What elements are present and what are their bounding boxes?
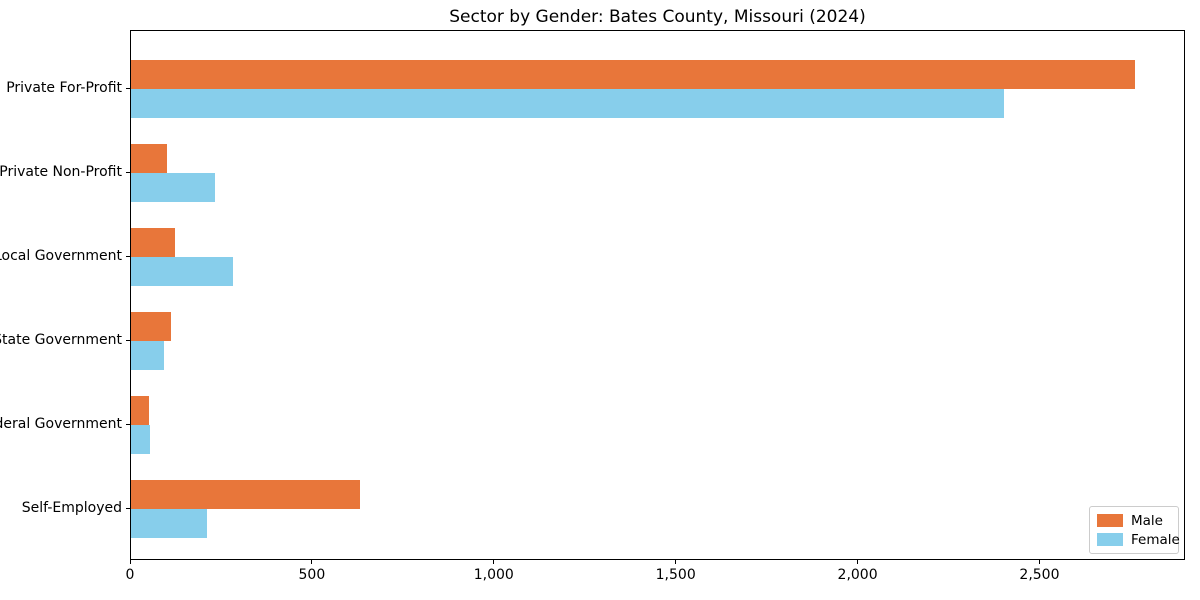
x-tick-label: 1,500 [655, 567, 696, 583]
chart-title: Sector by Gender: Bates County, Missouri… [449, 7, 866, 27]
legend: Male Female [1089, 506, 1180, 554]
y-tick-label: Federal Government [0, 416, 122, 432]
x-tick-mark [675, 560, 677, 564]
x-tick-mark [493, 560, 495, 564]
bar-male [131, 60, 1136, 89]
bar-male [131, 228, 175, 257]
x-tick-label: 0 [125, 567, 135, 583]
x-tick-mark [129, 560, 131, 564]
bar-female [131, 89, 1005, 118]
plot-area [130, 30, 1185, 560]
y-tick-mark [126, 88, 130, 89]
bar-male [131, 480, 361, 509]
bar-female [131, 341, 164, 370]
y-tick-mark [126, 172, 130, 173]
y-tick-mark [126, 508, 130, 509]
bar-female [131, 425, 150, 454]
bar-female [131, 257, 233, 286]
y-tick-mark [126, 256, 130, 257]
y-tick-label: Self-Employed [21, 500, 122, 516]
x-tick-label: 1,000 [473, 567, 514, 583]
y-tick-mark [126, 424, 130, 425]
bar-male [131, 144, 168, 173]
legend-item-male: Male [1097, 514, 1171, 528]
bar-female [131, 173, 215, 202]
x-tick-label: 2,000 [837, 567, 878, 583]
y-tick-label: Private For-Profit [6, 80, 122, 96]
x-tick-label: 2,500 [1019, 567, 1060, 583]
bar-male [131, 312, 172, 341]
y-tick-label: Local Government [0, 248, 122, 264]
x-tick-label: 500 [298, 567, 326, 583]
legend-swatch-female [1097, 533, 1123, 546]
y-tick-mark [126, 340, 130, 341]
bar-female [131, 509, 208, 538]
bar-male [131, 396, 150, 425]
x-tick-mark [857, 560, 859, 564]
y-tick-label: State Government [0, 332, 122, 348]
x-tick-mark [1038, 560, 1040, 564]
y-tick-label: Private Non-Profit [0, 164, 122, 180]
legend-label-female: Female [1131, 531, 1180, 548]
legend-swatch-male [1097, 514, 1123, 527]
legend-item-female: Female [1097, 533, 1180, 547]
legend-label-male: Male [1131, 512, 1163, 529]
x-tick-mark [311, 560, 313, 564]
